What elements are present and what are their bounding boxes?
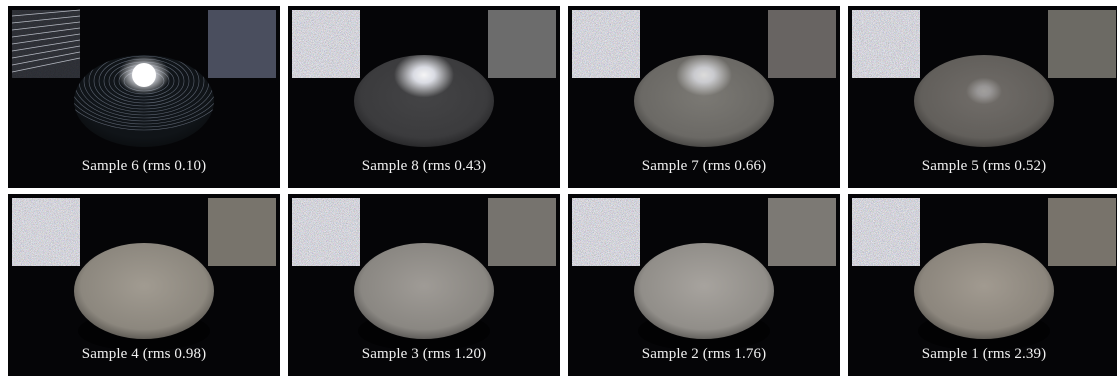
sample-panel: Sample 4 (rms 0.98) xyxy=(8,194,280,376)
sample-panel: Sample 2 (rms 1.76) xyxy=(568,194,840,376)
specular-highlight xyxy=(966,77,1002,105)
texture-thumbnail xyxy=(12,198,80,266)
texture-thumbnail xyxy=(292,198,360,266)
sample-plate-render xyxy=(572,10,836,147)
sample-plate xyxy=(74,243,214,339)
sample-panel: Sample 8 (rms 0.43) xyxy=(288,6,560,188)
sample-caption: Sample 5 (rms 0.52) xyxy=(921,158,1047,174)
sample-plate xyxy=(634,243,774,339)
average-color-swatch xyxy=(1048,10,1116,78)
sample-plate-render xyxy=(572,198,836,351)
sample-plate-render xyxy=(12,198,276,351)
sample-plate-render xyxy=(852,10,1116,147)
average-color-swatch xyxy=(488,10,556,78)
sample-caption: Sample 6 (rms 0.10) xyxy=(81,158,207,174)
sample-panel: Sample 3 (rms 1.20) xyxy=(288,194,560,376)
sample-caption: Sample 7 (rms 0.66) xyxy=(641,158,767,174)
sample-panel: Sample 6 (rms 0.10) xyxy=(8,6,280,188)
sample-caption: Sample 4 (rms 0.98) xyxy=(81,346,207,362)
sample-caption: Sample 3 (rms 1.20) xyxy=(361,346,487,362)
sample-plate xyxy=(354,55,494,147)
average-color-swatch xyxy=(768,10,836,78)
sample-plate-render xyxy=(852,198,1116,351)
texture-thumbnail xyxy=(572,198,640,266)
sample-caption: Sample 2 (rms 1.76) xyxy=(641,346,767,362)
sample-plate-render xyxy=(11,9,276,147)
average-color-swatch xyxy=(208,198,276,266)
sample-plate xyxy=(634,55,774,147)
sample-panel: Sample 1 (rms 2.39) xyxy=(848,194,1117,376)
specular-highlight xyxy=(676,55,732,96)
texture-thumbnail xyxy=(572,10,640,78)
texture-thumbnail xyxy=(292,10,360,78)
sample-plate xyxy=(914,243,1054,339)
sample-plate-render xyxy=(292,10,556,147)
average-color-swatch xyxy=(208,10,276,78)
average-color-swatch xyxy=(768,198,836,266)
specular-highlight xyxy=(394,55,454,98)
sample-caption: Sample 8 (rms 0.43) xyxy=(361,158,487,174)
sample-caption: Sample 1 (rms 2.39) xyxy=(921,346,1047,362)
sample-panel: Sample 7 (rms 0.66) xyxy=(568,6,840,188)
sample-panel: Sample 5 (rms 0.52) xyxy=(848,6,1117,188)
sample-grid: Sample 6 (rms 0.10) Sample 8 (rms 0.43) Sa… xyxy=(8,6,1117,378)
texture-thumbnail xyxy=(852,10,920,78)
sample-plate xyxy=(74,55,214,147)
average-color-swatch xyxy=(1048,198,1116,266)
texture-thumbnail xyxy=(852,198,920,266)
sample-plate-render xyxy=(292,198,556,351)
average-color-swatch xyxy=(488,198,556,266)
sample-plate xyxy=(354,243,494,339)
